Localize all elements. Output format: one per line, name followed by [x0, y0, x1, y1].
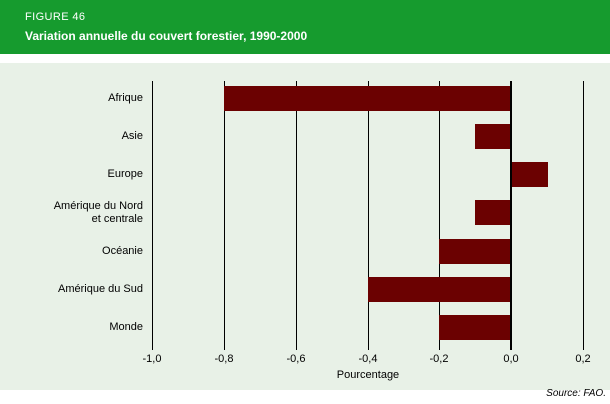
- bar: [475, 124, 511, 149]
- zero-axis-line: [510, 81, 512, 350]
- x-tick-label: -0,6: [286, 353, 306, 365]
- category-label: Amérique du Sud: [58, 283, 143, 295]
- gridline: [368, 81, 369, 350]
- bar: [224, 86, 511, 111]
- x-tick-label: -0,2: [429, 353, 449, 365]
- gridline: [583, 81, 584, 350]
- source-note: Source: FAO.: [546, 388, 606, 399]
- x-tick-label: -1,0: [142, 353, 162, 365]
- figure-header: FIGURE 46 Variation annuelle du couvert …: [0, 0, 610, 54]
- x-tick-label: -0,8: [214, 353, 234, 365]
- bar: [439, 239, 511, 264]
- figure-number: FIGURE 46: [25, 11, 86, 23]
- category-label: Asie: [121, 130, 143, 142]
- gridline: [439, 81, 440, 350]
- gridline: [152, 81, 153, 350]
- gridline: [224, 81, 225, 350]
- category-label: Monde: [109, 321, 143, 333]
- category-label: Océanie: [102, 245, 143, 257]
- x-tick-label: -0,4: [358, 353, 378, 365]
- bar: [512, 162, 548, 187]
- bar: [475, 200, 511, 225]
- x-tick-label: 0,0: [503, 353, 519, 365]
- figure-title: Variation annuelle du couvert forestier,…: [25, 29, 308, 43]
- x-tick-label: 0,2: [575, 353, 591, 365]
- gridline: [296, 81, 297, 350]
- bar: [439, 315, 511, 340]
- chart-panel: -1,0 -0,8 -0,6 -0,4 -0,2 0,0 0,2 Afrique Asie Eur…: [0, 63, 610, 390]
- category-label: Amérique du Nord et centrale: [53, 200, 143, 225]
- category-label: Afrique: [108, 92, 143, 104]
- x-axis-label: Pourcentage: [336, 369, 400, 381]
- bar: [368, 277, 512, 302]
- category-label: Europe: [107, 168, 143, 180]
